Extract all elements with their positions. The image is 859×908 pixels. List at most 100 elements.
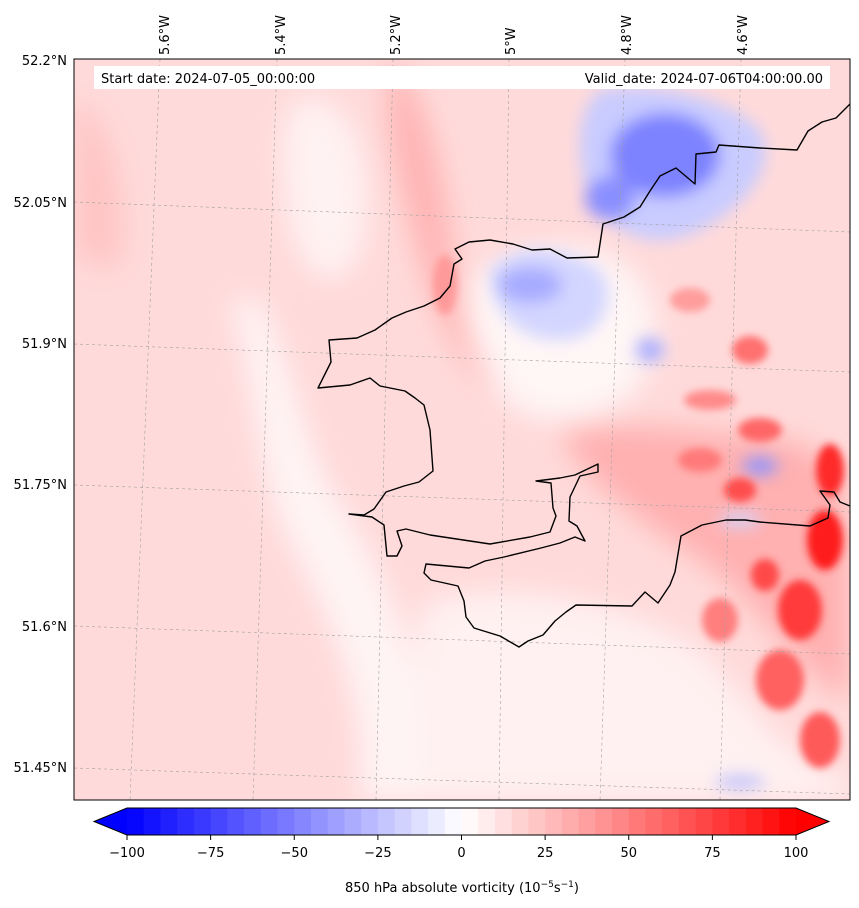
colorbar: −100 −75 −50 −25 0 25 50 75 100 850 hPa absolute…	[92, 807, 831, 896]
field-red-core-1	[816, 444, 844, 496]
colorbar-cell	[361, 808, 379, 835]
lon-label: 5.4°W	[274, 15, 289, 55]
field-blue-core-northeast	[610, 113, 720, 197]
colorbar-cell	[478, 808, 496, 835]
lat-label: 51.6°N	[22, 620, 67, 635]
field-red-core-10	[684, 390, 736, 410]
field-pink-west-edge	[74, 100, 123, 269]
colorbar-cell	[729, 808, 747, 835]
colorbar-cell	[645, 808, 663, 835]
meridian-5.6w	[129, 59, 161, 800]
colorbar-cell	[528, 808, 546, 835]
colorbar-tick-label: −25	[364, 846, 391, 861]
field-red-core-9	[738, 418, 782, 442]
colorbar-cell	[193, 808, 212, 835]
colorbar-ticks: −100 −75 −50 −25 0 25 50 75 100	[109, 835, 808, 861]
colorbar-extend-high	[796, 808, 829, 835]
colorbar-extend-low	[94, 808, 127, 835]
colorbar-tick-label: −50	[281, 846, 308, 861]
colorbar-tick-label: 75	[704, 846, 721, 861]
valid-date-label: Valid_date: 2024-07-06T04:00:00.00	[585, 72, 823, 87]
lat-label: 52.2°N	[22, 54, 67, 69]
field-pink-belt-east	[560, 425, 850, 700]
colorbar-cell	[695, 808, 713, 835]
field-pink-ridge-north	[387, 62, 500, 390]
field-blue-core-bay	[498, 267, 562, 303]
colorbar-cell	[712, 808, 730, 835]
field-red-core-5	[724, 478, 756, 502]
field-red-core-6	[678, 448, 722, 472]
map-panel: Start date: 2024-07-05_00:00:00 Valid_da…	[73, 58, 851, 801]
colorbar-cell	[327, 808, 346, 835]
lat-label: 51.9°N	[22, 337, 67, 352]
colorbar-cell	[294, 808, 312, 835]
colorbar-cell	[678, 808, 697, 835]
field-red-core-8	[732, 336, 768, 364]
colorbar-cell	[595, 808, 613, 835]
colorbar-cell	[127, 808, 145, 835]
field-red-core-3	[778, 580, 822, 640]
colorbar-label-exponent: −5	[541, 880, 554, 890]
colorbar-cell	[779, 808, 797, 835]
colorbar-cell	[612, 808, 630, 835]
colorbar-cell	[227, 808, 245, 835]
colorbar-cells	[127, 808, 797, 835]
colorbar-cell	[628, 808, 647, 835]
field-positive-cores	[433, 255, 844, 768]
colorbar-label-main: 850 hPa absolute vorticity (10	[345, 881, 541, 896]
field-red-core-12	[670, 288, 710, 312]
field-blue-spot-south	[715, 776, 765, 788]
colorbar-label: 850 hPa absolute vorticity (10−5s−1)	[345, 880, 579, 896]
colorbar-cell	[444, 808, 463, 835]
colorbar-cell	[461, 808, 479, 835]
field-blue-spot-southeast	[742, 457, 778, 475]
colorbar-tick-label: 100	[784, 846, 809, 861]
colorbar-tick-label: −100	[109, 846, 145, 861]
lon-label: 4.6°W	[736, 15, 751, 55]
lon-label: 4.8°W	[620, 15, 635, 55]
colorbar-label-unit: s	[554, 881, 561, 896]
colorbar-cell	[545, 808, 563, 835]
field-red-core-7	[756, 650, 804, 710]
field-red-core-4	[751, 559, 779, 591]
latitude-labels: 52.2°N 52.05°N 51.9°N 51.75°N 51.6°N 51.…	[14, 54, 67, 776]
colorbar-tick-label: 25	[537, 846, 554, 861]
colorbar-cell	[210, 808, 228, 835]
colorbar-cell	[244, 808, 262, 835]
colorbar-cell	[428, 808, 446, 835]
colorbar-cell	[745, 808, 764, 835]
field-red-core-13	[800, 712, 840, 768]
lat-label: 51.75°N	[14, 478, 67, 493]
colorbar-cell	[762, 808, 780, 835]
field-blue-spot-east	[636, 338, 664, 362]
annotation-box	[94, 66, 830, 89]
colorbar-cell	[394, 808, 412, 835]
start-date-label: Start date: 2024-07-05_00:00:00	[101, 72, 315, 87]
longitude-labels: 5.6°W 5.4°W 5.2°W 5°W 4.8°W 4.6°W	[158, 15, 751, 55]
coastline	[317, 103, 850, 648]
colorbar-cell	[260, 808, 279, 835]
colorbar-cell	[344, 808, 362, 835]
colorbar-tick-label: 0	[457, 846, 465, 861]
colorbar-cell	[310, 808, 329, 835]
lat-label: 51.45°N	[14, 761, 67, 776]
field-red-core-11	[702, 598, 738, 642]
field-blue-core-offshore	[585, 176, 635, 220]
vorticity-field	[74, 59, 850, 800]
colorbar-label-exponent: −1	[561, 880, 574, 890]
colorbar-cell	[662, 808, 680, 835]
field-red-core-14	[433, 255, 457, 315]
colorbar-cell	[411, 808, 429, 835]
field-pale-region-central	[283, 99, 367, 279]
map-frame	[73, 58, 851, 801]
graticule	[74, 59, 850, 800]
colorbar-cell	[561, 808, 580, 835]
colorbar-tick-label: 50	[620, 846, 637, 861]
colorbar-cell	[377, 808, 396, 835]
colorbar-label-end: )	[574, 881, 579, 896]
colorbar-cell	[160, 808, 178, 835]
lon-label: 5.6°W	[158, 15, 173, 55]
field-negative-areas	[490, 87, 778, 788]
colorbar-cell	[177, 808, 195, 835]
colorbar-cell	[494, 808, 513, 835]
